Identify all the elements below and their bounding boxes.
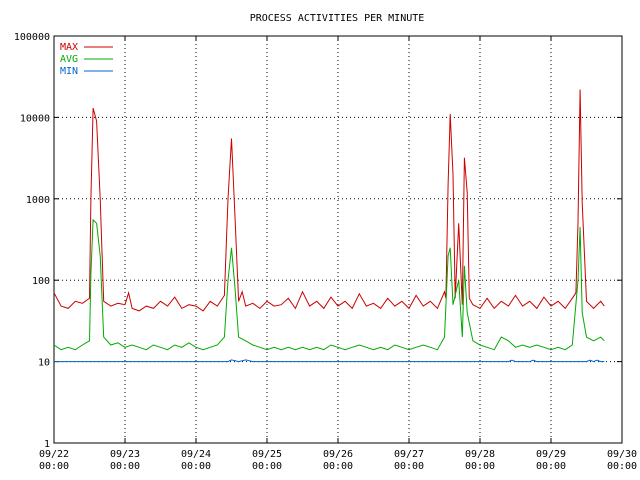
legend-label-min: MIN xyxy=(60,66,78,77)
series-line-min xyxy=(54,359,605,363)
x-tick-label-time: 00:00 xyxy=(465,461,495,472)
legend-label-avg: AVG xyxy=(60,54,78,65)
series-line-avg xyxy=(53,218,605,351)
x-tick-label-time: 00:00 xyxy=(181,461,211,472)
x-tick-label-date: 09/28 xyxy=(465,449,495,460)
x-tick-label-time: 00:00 xyxy=(252,461,282,472)
y-tick-label: 1000 xyxy=(26,195,50,206)
x-tick-label-time: 00:00 xyxy=(536,461,566,472)
x-tick-label-date: 09/25 xyxy=(252,449,282,460)
x-tick-label-time: 00:00 xyxy=(110,461,140,472)
chart-title: PROCESS ACTIVITIES PER MINUTE xyxy=(250,13,425,24)
x-tick-label-date: 09/23 xyxy=(110,449,140,460)
series-line-max xyxy=(53,89,605,312)
plot-frame xyxy=(53,35,623,444)
x-tick-label-date: 09/27 xyxy=(394,449,424,460)
y-tick-label: 100000 xyxy=(14,32,50,43)
axis-ticks: 11010010001000010000009/2200:0009/2300:0… xyxy=(14,32,637,472)
x-tick-label-time: 00:00 xyxy=(394,461,424,472)
x-tick-label-time: 00:00 xyxy=(323,461,353,472)
legend-label-max: MAX xyxy=(60,42,78,53)
y-tick-label: 1 xyxy=(44,439,50,450)
x-tick-label-date: 09/26 xyxy=(323,449,353,460)
x-tick-label-time: 00:00 xyxy=(39,461,69,472)
y-tick-label: 100 xyxy=(32,276,50,287)
x-tick-label-date: 09/24 xyxy=(181,449,211,460)
y-tick-label: 10000 xyxy=(20,113,50,124)
x-tick-label-time: 00:00 xyxy=(607,461,637,472)
x-tick-label-date: 09/29 xyxy=(536,449,566,460)
x-tick-label-date: 09/30 xyxy=(607,449,637,460)
grid xyxy=(54,36,622,443)
series-lines xyxy=(53,89,605,363)
y-tick-label: 10 xyxy=(38,358,50,369)
x-tick-label-date: 09/22 xyxy=(39,449,69,460)
